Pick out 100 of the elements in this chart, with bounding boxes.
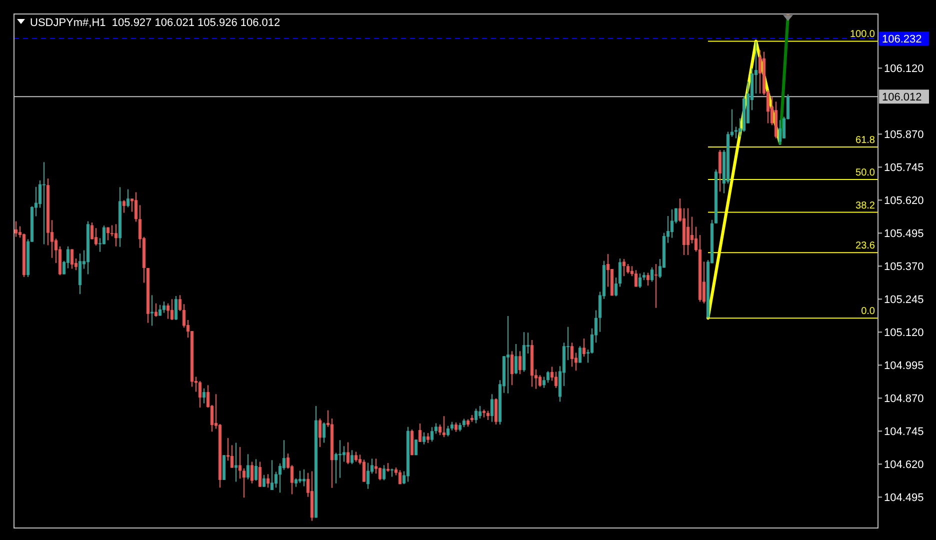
candlestick — [94, 228, 98, 246]
candlestick — [266, 474, 270, 488]
candlestick — [426, 432, 430, 444]
y-tick-label: 104.745 — [884, 426, 924, 438]
candlestick — [134, 192, 138, 222]
candlestick — [390, 468, 394, 478]
candlestick — [578, 346, 582, 364]
candlestick — [486, 410, 490, 421]
annotation: 50.0 — [856, 168, 876, 179]
y-tick-label: 105.745 — [884, 162, 924, 174]
candlestick — [718, 149, 722, 192]
candlestick — [246, 454, 250, 480]
candlestick — [366, 462, 370, 490]
candlestick — [554, 371, 558, 388]
annotation: 61.8 — [856, 135, 876, 146]
candlestick — [422, 432, 426, 445]
candlestick — [518, 350, 522, 375]
candlestick — [198, 380, 202, 408]
candlestick — [238, 446, 242, 480]
candlestick — [430, 426, 434, 442]
candlestick — [298, 470, 302, 484]
annotation: 0.0 — [861, 306, 876, 318]
candlestick — [346, 442, 350, 465]
ref-line-label: 106.012 — [882, 91, 922, 104]
candlestick — [178, 294, 182, 312]
y-tick-label: 105.245 — [884, 294, 924, 306]
candlestick — [362, 459, 366, 482]
candlestick — [510, 350, 514, 386]
candlestick — [258, 461, 262, 488]
candlestick — [398, 470, 402, 485]
candlestick — [778, 120, 782, 146]
candlestick — [334, 452, 338, 484]
candlestick — [250, 461, 254, 484]
candlestick — [38, 180, 42, 208]
candlestick — [122, 200, 126, 214]
candlestick — [542, 376, 546, 388]
candlestick — [114, 224, 118, 247]
candlestick — [150, 294, 154, 326]
candlestick — [318, 418, 322, 448]
candlestick — [202, 388, 206, 404]
candlestick — [70, 248, 74, 270]
candlestick — [474, 408, 478, 424]
y-tick-label: 105.620 — [884, 194, 924, 207]
candlestick — [170, 298, 174, 320]
candlestick — [14, 220, 18, 238]
y-tick-label: 104.870 — [884, 392, 924, 405]
candlestick — [490, 394, 494, 422]
candlestick — [734, 126, 738, 139]
annotation: 100.0 — [850, 29, 876, 40]
candlestick — [650, 266, 654, 282]
candlestick — [654, 264, 658, 308]
candlestick — [438, 424, 442, 436]
candlestick — [110, 224, 114, 237]
y-tick-label: 105.870 — [884, 128, 924, 141]
y-tick-label: 104.995 — [884, 360, 924, 372]
candlestick — [126, 188, 130, 208]
candlestick — [570, 342, 574, 368]
y-tick-label: 105.495 — [884, 228, 924, 240]
candlestick — [506, 316, 510, 394]
candlestick — [514, 343, 518, 375]
candlestick — [182, 304, 186, 328]
candlestick — [618, 258, 622, 288]
candlestick — [538, 374, 542, 388]
annotation: 23.6 — [856, 240, 876, 252]
y-tick-label: 104.620 — [884, 458, 924, 471]
candlestick — [418, 422, 422, 442]
candlestick — [262, 474, 266, 488]
candlestick — [166, 302, 170, 320]
candlestick — [154, 302, 158, 318]
y-tick-label: 105.370 — [884, 260, 924, 273]
candlestick — [162, 300, 166, 314]
candlestick — [634, 270, 638, 288]
candlestick — [106, 226, 110, 241]
candlestick — [102, 224, 106, 245]
candlestick — [582, 338, 586, 358]
candlestick — [442, 416, 446, 438]
candlestick — [546, 370, 550, 384]
ref-line-label: 106.232 — [882, 33, 922, 46]
candlestick — [234, 442, 238, 482]
candlestick — [270, 460, 274, 490]
candlestick — [454, 422, 458, 432]
candlestick — [378, 467, 382, 481]
candlestick — [242, 468, 246, 498]
candlestick — [686, 208, 690, 256]
candlestick — [382, 464, 386, 481]
candlestick — [478, 406, 482, 419]
candlestick — [230, 444, 234, 468]
candlestick — [646, 272, 650, 286]
candlestick — [254, 458, 258, 482]
chart-title: USDJPYm#,H1 105.927 106.021 105.926 106.012 — [30, 17, 280, 29]
candlestick — [494, 398, 498, 426]
candlestick — [626, 264, 630, 274]
annotation: 38.2 — [856, 200, 876, 212]
candlestick — [90, 222, 94, 240]
candlestick — [614, 276, 618, 297]
candlestick — [350, 450, 354, 465]
candlestick — [282, 440, 286, 470]
y-tick-label: 105.120 — [884, 326, 924, 339]
candlestick — [322, 422, 326, 444]
y-tick-label: 106.120 — [884, 62, 924, 75]
